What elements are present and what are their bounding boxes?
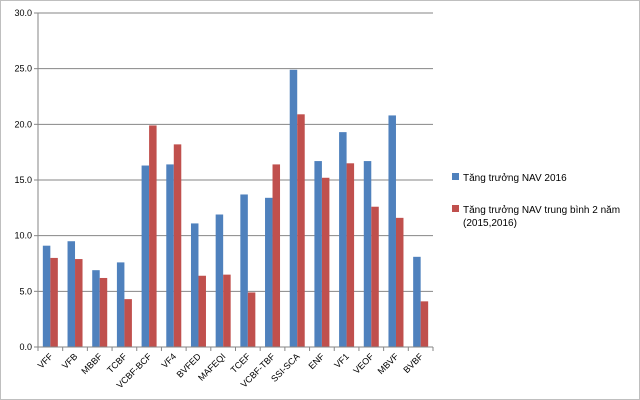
bars [42,69,429,348]
y-tick-label: 30.0 [14,8,32,18]
legend-swatch-nav-2016 [452,173,459,180]
x-tick-label: MAFEQI [196,351,227,382]
bar-mafeqi-series-1 [223,274,231,347]
legend-entry-nav-2yr-avg: Tăng trưởng NAV trung bình 2 năm (2015,2… [452,204,620,229]
bar-mbbf-series-1 [99,277,108,347]
legend-swatch-nav-2yr-avg [452,205,459,212]
bar-vfb-series-0 [67,241,76,347]
x-tick-label: ENF [307,351,327,371]
legend-entry-nav-2016: Tăng trưởng NAV 2016 [452,172,567,184]
bar-vf1-series-0 [339,132,347,347]
bar-veof-series-1 [371,206,379,347]
x-tick-label: MBVF [376,351,401,376]
bar-bvfed-series-0 [190,223,199,347]
bar-ssi-sca-series-0 [289,69,298,347]
y-tick-label: 10.0 [14,231,32,241]
bar-tcbf-series-0 [116,262,125,347]
bar-vcbf-tbf-series-0 [265,197,273,347]
x-tick-label: VEOF [351,351,376,376]
bar-tcef-series-1 [247,292,256,347]
x-tick-label: VFF [36,351,55,370]
bar-vff-series-1 [50,257,58,347]
y-tick-label: 20.0 [14,119,32,129]
legend-label-nav-2yr-avg: Tăng trưởng NAV trung bình 2 năm [463,204,620,216]
bar-vcbf-bcf-series-0 [141,165,150,347]
bar-vf4-series-0 [166,164,174,347]
bar-enf-series-0 [314,161,322,347]
bar-tcef-series-0 [240,194,248,347]
bar-tcbf-series-1 [124,299,132,347]
bar-mbvf-series-1 [395,217,404,347]
axes [37,13,433,348]
bar-mbbf-series-0 [92,270,100,347]
bar-enf-series-1 [321,177,330,347]
bar-veof-series-0 [363,161,372,347]
bar-vff-series-0 [42,245,51,347]
legend-label-nav-2yr-avg-line2: (2015,2016) [463,218,517,229]
bar-vf4-series-1 [173,144,182,347]
bar-mbvf-series-0 [388,115,396,348]
bar-bvbf-series-1 [420,301,429,347]
legend-label-nav-2016: Tăng trưởng NAV 2016 [463,172,567,184]
x-tick-label: BVBF [401,351,425,375]
bar-bvfed-series-1 [198,275,206,347]
bar-vf1-series-1 [346,163,355,347]
legend: Tăng trưởng NAV 2016 Tăng trưởng NAV tru… [452,172,620,229]
bar-ssi-sca-series-1 [297,114,305,347]
bar-vcbf-tbf-series-1 [272,164,281,347]
y-tick-label: 5.0 [19,286,32,296]
y-tick-labels: 0.0 5.0 10.0 15.0 20.0 25.0 30.0 [14,8,32,352]
y-tick-label: 25.0 [14,64,32,74]
y-tick-label: 15.0 [14,175,32,185]
bar-vcbf-bcf-series-1 [149,125,157,347]
x-tick-label: VF4 [159,351,178,370]
x-tick-label: MBBF [79,351,104,376]
y-tick-label: 0.0 [19,342,32,352]
x-tick-label: VFB [60,351,79,370]
bar-mafeqi-series-0 [215,214,224,347]
bar-vfb-series-1 [75,259,83,347]
bar-bvbf-series-0 [413,256,421,347]
x-tick-label: VF1 [332,351,351,370]
